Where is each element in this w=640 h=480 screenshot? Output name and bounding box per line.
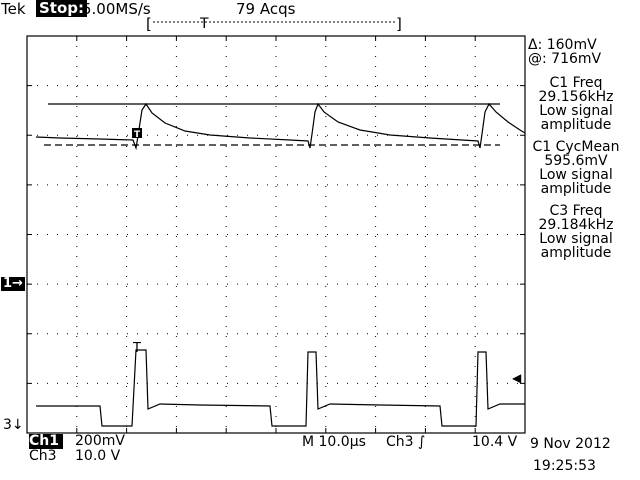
trigger-source: Ch3 bbox=[386, 434, 414, 450]
date-readout: 9 Nov 2012 bbox=[530, 436, 611, 452]
ch3-scale-row: Ch3 10.0 V bbox=[29, 449, 125, 464]
record-window-right-bracket: ] bbox=[396, 15, 402, 33]
ch1-label: Ch1 bbox=[29, 434, 63, 449]
record-window-indicator: [ ] T bbox=[146, 15, 402, 33]
ch3-label: Ch3 bbox=[29, 448, 57, 464]
brand-label: Tek bbox=[1, 0, 26, 18]
record-window-left-bracket: [ bbox=[146, 15, 152, 33]
ch1-ground-marker: 1→ bbox=[1, 276, 25, 291]
ch3-scale: 10.0 V bbox=[75, 448, 121, 464]
graticule-frame bbox=[26, 35, 526, 434]
measurement-panel: Δ: 160mV @: 716mV C1 Freq 29.156kHz Low … bbox=[528, 38, 638, 260]
trigger-level-readout: 10.4 V bbox=[472, 434, 518, 450]
trigger-slope-icon: ∫ bbox=[418, 434, 426, 450]
acquisition-count: 79 Acqs bbox=[236, 0, 296, 18]
measurement-c1-cycmean: C1 CycMean 595.6mV Low signal amplitude bbox=[532, 139, 620, 197]
timebase-readout: M 10.0µs bbox=[302, 434, 366, 450]
time-readout: 19:25:53 bbox=[533, 458, 596, 474]
sample-rate-readout: 5.00MS/s bbox=[82, 0, 151, 18]
record-window-trigger-mark: T bbox=[199, 16, 209, 32]
trigger-level-arrow-icon: ◀ bbox=[512, 371, 522, 385]
ch3-ground-marker: 3↓ bbox=[3, 417, 24, 433]
ch1-scale-row: Ch1 200mV bbox=[29, 434, 125, 449]
cursor-delta-readout: Δ: 160mV bbox=[528, 37, 597, 53]
trigger-position-marker-label: T bbox=[134, 130, 141, 140]
ch1-scale: 200mV bbox=[75, 433, 125, 449]
run-state-badge: Stop: bbox=[36, 0, 88, 17]
cursor-at-readout: @: 716mV bbox=[528, 51, 602, 67]
ch1-waveform bbox=[35, 102, 526, 151]
trigger-position-marker bbox=[132, 128, 142, 138]
channel-scales: Ch1 200mV Ch3 10.0 V bbox=[29, 434, 125, 464]
measurement-c1-freq: C1 Freq 29.156kHz Low signal amplitude bbox=[538, 75, 614, 133]
ch3-trigger-mark: T bbox=[132, 341, 141, 356]
graticule-grid bbox=[27, 36, 525, 433]
trigger-source-readout: Ch3 ∫ bbox=[386, 434, 425, 450]
measurement-c3-freq: C3 Freq 29.184kHz Low signal amplitude bbox=[538, 203, 614, 261]
ch3-waveform bbox=[36, 349, 525, 427]
